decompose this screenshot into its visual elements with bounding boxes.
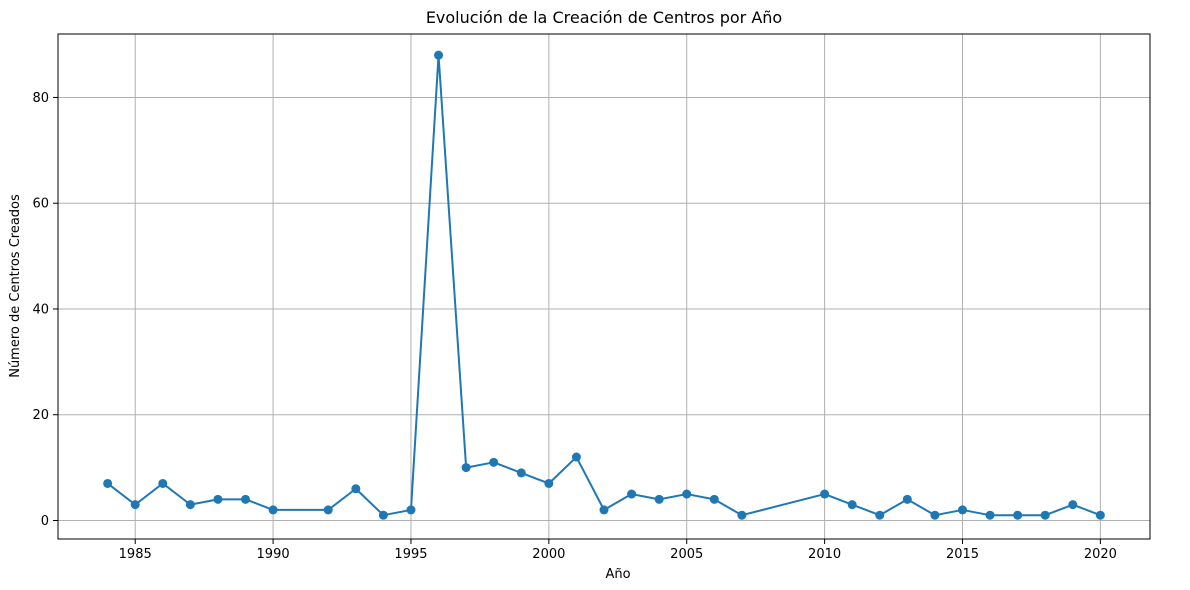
data-point (351, 484, 361, 494)
series (103, 50, 1105, 520)
data-point (1040, 510, 1050, 520)
data-point (627, 489, 637, 499)
x-tick-label: 2000 (532, 547, 565, 562)
data-point (875, 510, 885, 520)
grid (58, 34, 1150, 539)
x-tick-label: 2015 (946, 547, 979, 562)
data-point (241, 494, 251, 504)
x-tick-label: 1995 (394, 547, 427, 562)
data-point (682, 489, 692, 499)
y-tick-label: 0 (41, 514, 49, 529)
x-tick-label: 2005 (670, 547, 703, 562)
data-point (268, 505, 278, 515)
data-point (571, 452, 581, 462)
series-line (107, 54, 1101, 517)
y-tick-label: 60 (32, 197, 49, 212)
data-point (130, 500, 140, 510)
data-point (847, 500, 857, 510)
x-axis-label: Año (605, 567, 630, 582)
data-point (1013, 510, 1023, 520)
x-tick-label: 2010 (808, 547, 841, 562)
data-point (1068, 500, 1078, 510)
data-point (103, 478, 113, 488)
data-point (957, 505, 967, 515)
data-point (544, 478, 554, 488)
x-tick-label: 1990 (257, 547, 290, 562)
data-point (930, 510, 940, 520)
axis-ticks: 1985 1990 1995 2000 2005 2010 2015 2020 0 20 40 60 8… (32, 91, 1116, 562)
data-point (599, 505, 609, 515)
data-point (406, 505, 416, 515)
y-tick-label: 20 (32, 408, 49, 423)
x-tick-label: 1985 (119, 547, 152, 562)
y-axis-label: Número de Centros Creados (8, 194, 23, 378)
data-point (654, 494, 664, 504)
data-point (434, 50, 444, 60)
data-point (158, 478, 168, 488)
data-point (820, 489, 830, 499)
x-tick-label: 2020 (1084, 547, 1117, 562)
data-point (1095, 510, 1105, 520)
data-point (516, 468, 526, 478)
y-tick-label: 80 (32, 91, 49, 106)
data-point (323, 505, 333, 515)
chart-title: Evolución de la Creación de Centros por … (426, 8, 782, 27)
data-point (489, 457, 499, 467)
data-point (213, 494, 223, 504)
data-point (185, 500, 195, 510)
y-tick-label: 40 (32, 302, 49, 317)
data-point (378, 510, 388, 520)
data-point (461, 463, 471, 473)
data-point (902, 494, 912, 504)
plot-frame (57, 33, 1151, 540)
data-point (985, 510, 995, 520)
data-point (737, 510, 747, 520)
data-point (709, 494, 719, 504)
